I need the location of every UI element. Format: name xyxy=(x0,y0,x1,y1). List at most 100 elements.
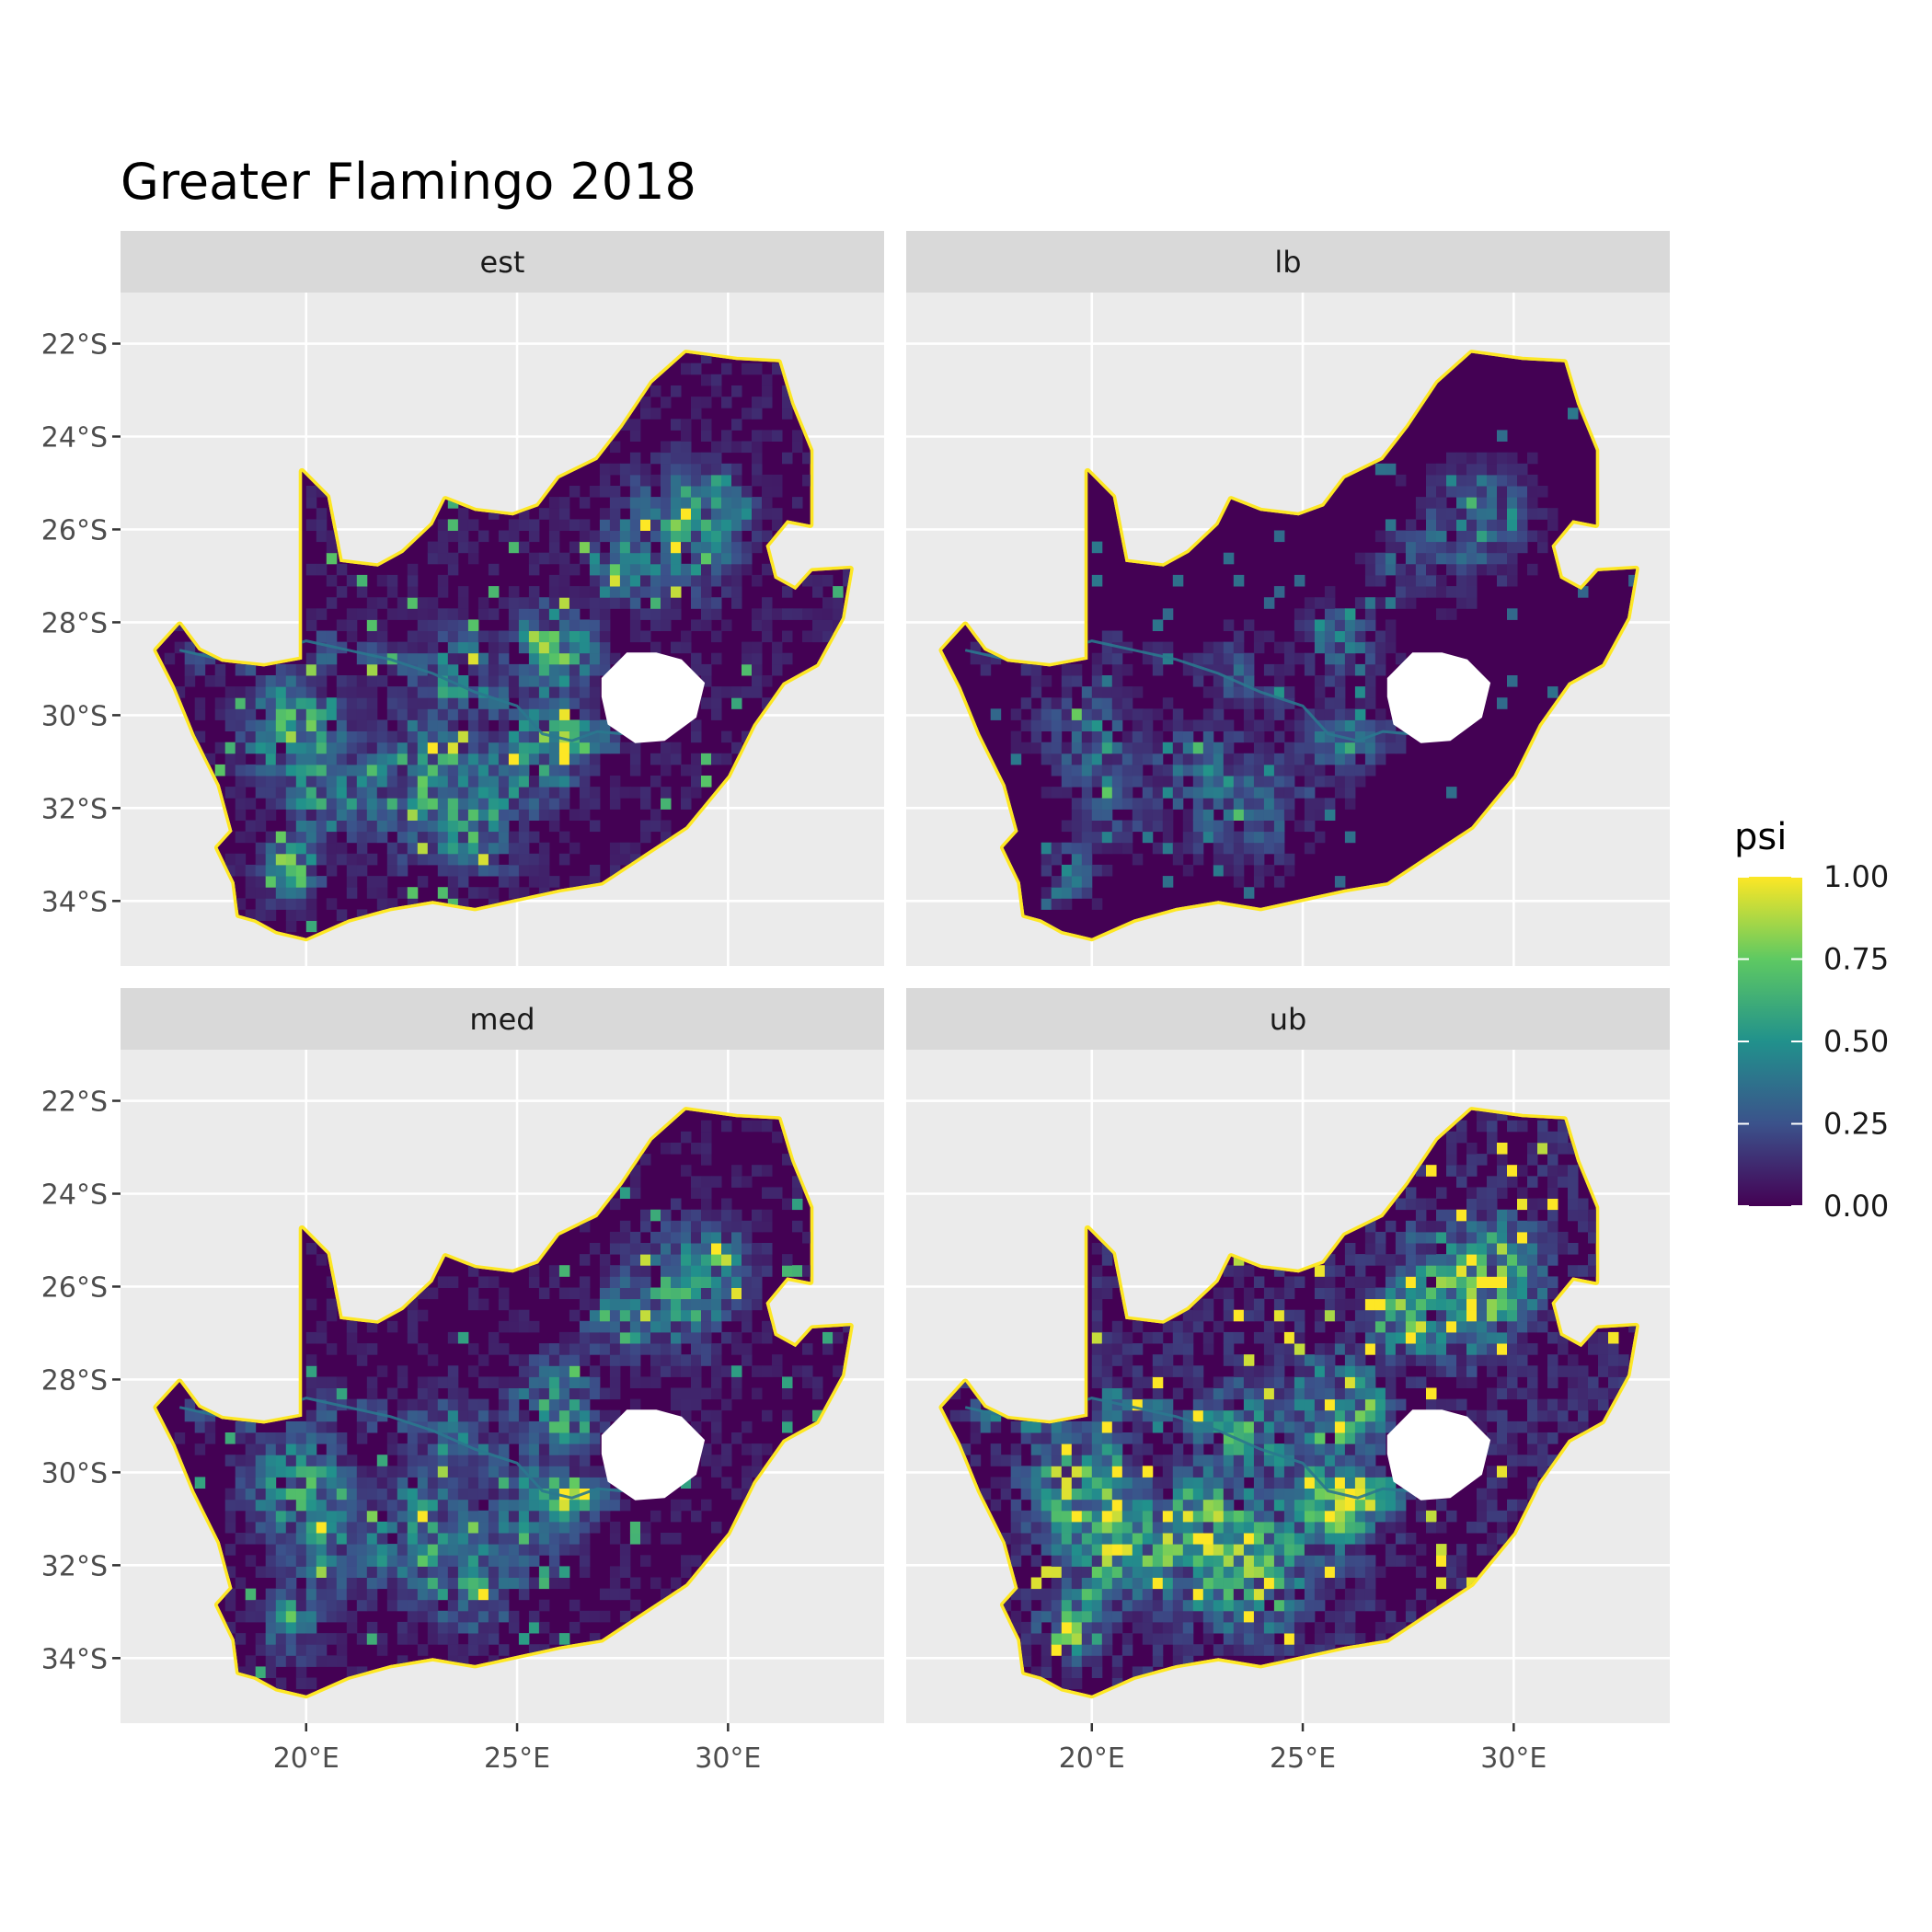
raster-cell xyxy=(275,1521,287,1534)
raster-cell xyxy=(1142,787,1154,799)
raster-cell xyxy=(1142,641,1154,654)
raster-cell xyxy=(650,1577,661,1590)
raster-cell xyxy=(386,574,398,587)
raster-cell xyxy=(386,1477,398,1489)
raster-cell xyxy=(245,876,257,888)
raster-cell xyxy=(417,1398,429,1411)
raster-cell xyxy=(1051,1555,1063,1567)
raster-cell xyxy=(640,1331,651,1344)
raster-cell xyxy=(1142,820,1154,833)
raster-cell xyxy=(701,1198,712,1211)
raster-cell xyxy=(661,597,672,609)
raster-cell xyxy=(538,787,550,799)
raster-cell xyxy=(1344,1387,1356,1400)
raster-cell xyxy=(1041,853,1052,866)
raster-cell xyxy=(742,1231,753,1244)
raster-cell xyxy=(1273,730,1285,743)
raster-cell xyxy=(295,1633,307,1645)
raster-cell xyxy=(1223,1566,1235,1578)
raster-cell xyxy=(579,530,591,543)
raster-cell xyxy=(1304,1577,1316,1590)
raster-cell xyxy=(1192,809,1204,821)
raster-cell xyxy=(285,708,297,720)
raster-cell xyxy=(731,1309,742,1322)
raster-cell xyxy=(295,1566,307,1578)
raster-cell xyxy=(742,486,753,498)
raster-cell xyxy=(1304,663,1316,676)
raster-cell xyxy=(1223,1376,1235,1388)
raster-cell xyxy=(1051,1510,1063,1523)
raster-cell xyxy=(1273,1510,1285,1523)
raster-cell xyxy=(1081,1588,1093,1601)
raster-cell xyxy=(579,1510,591,1523)
raster-cell xyxy=(1152,764,1164,776)
raster-cell xyxy=(1243,1621,1255,1634)
raster-cell xyxy=(792,1187,803,1199)
raster-cell xyxy=(1507,1343,1518,1355)
raster-cell xyxy=(1273,1365,1285,1377)
raster-cell xyxy=(488,730,500,743)
raster-cell xyxy=(1334,608,1346,620)
raster-cell xyxy=(1537,1243,1548,1255)
raster-cell xyxy=(447,563,459,576)
raster-cell xyxy=(1283,1343,1295,1355)
raster-cell xyxy=(619,563,631,576)
raster-cell xyxy=(427,753,439,765)
raster-cell xyxy=(255,675,267,687)
raster-cell xyxy=(1497,1420,1508,1433)
raster-cell xyxy=(782,452,793,465)
raster-cell xyxy=(1233,1533,1245,1545)
raster-cell xyxy=(1487,452,1498,465)
raster-cell xyxy=(1477,1154,1488,1166)
raster-cell xyxy=(1507,1510,1518,1523)
raster-cell xyxy=(326,898,338,910)
raster-cell xyxy=(397,641,408,654)
raster-cell xyxy=(1071,708,1083,720)
raster-cell xyxy=(1304,1555,1316,1567)
raster-cell xyxy=(245,831,257,844)
raster-cell xyxy=(538,663,550,676)
raster-cell xyxy=(1162,787,1174,799)
raster-cell xyxy=(1111,1566,1123,1578)
raster-cell xyxy=(235,787,247,799)
raster-cell xyxy=(1233,842,1245,855)
raster-cell xyxy=(1101,1466,1113,1478)
raster-cell xyxy=(1456,1309,1467,1322)
raster-cell xyxy=(326,1521,338,1534)
raster-cell xyxy=(1558,1365,1569,1377)
raster-cell xyxy=(427,1621,439,1634)
raster-cell xyxy=(1578,1220,1589,1233)
facet-panel-med: med xyxy=(121,988,884,1723)
raster-cell xyxy=(579,1555,591,1567)
raster-cell xyxy=(599,1488,611,1501)
raster-cell xyxy=(579,1320,591,1333)
raster-cell xyxy=(467,719,479,731)
raster-cell xyxy=(1101,1510,1113,1523)
raster-cell xyxy=(1142,1376,1154,1388)
raster-cell xyxy=(1324,1265,1336,1277)
raster-cell xyxy=(275,1644,287,1656)
raster-cell xyxy=(1253,697,1265,709)
raster-cell xyxy=(650,597,661,609)
raster-cell xyxy=(731,574,742,587)
raster-cell xyxy=(1061,1544,1073,1556)
raster-cell xyxy=(1364,563,1376,576)
raster-cell xyxy=(742,730,753,743)
raster-cell xyxy=(326,864,338,877)
raster-cell xyxy=(1182,1599,1194,1612)
raster-cell xyxy=(579,1432,591,1444)
raster-cell xyxy=(417,1409,429,1422)
raster-cell xyxy=(255,1566,267,1578)
raster-cell xyxy=(1071,1510,1083,1523)
raster-cell xyxy=(579,1220,591,1233)
raster-cell xyxy=(407,1443,419,1455)
raster-cell xyxy=(629,842,641,855)
raster-cell xyxy=(457,697,469,709)
raster-cell xyxy=(1507,486,1518,498)
raster-cell xyxy=(1071,1588,1083,1601)
raster-cell xyxy=(1273,1577,1285,1590)
raster-cell xyxy=(1263,864,1275,877)
raster-cell xyxy=(579,798,591,810)
raster-cell xyxy=(1446,1298,1457,1311)
raster-cell xyxy=(376,597,388,609)
